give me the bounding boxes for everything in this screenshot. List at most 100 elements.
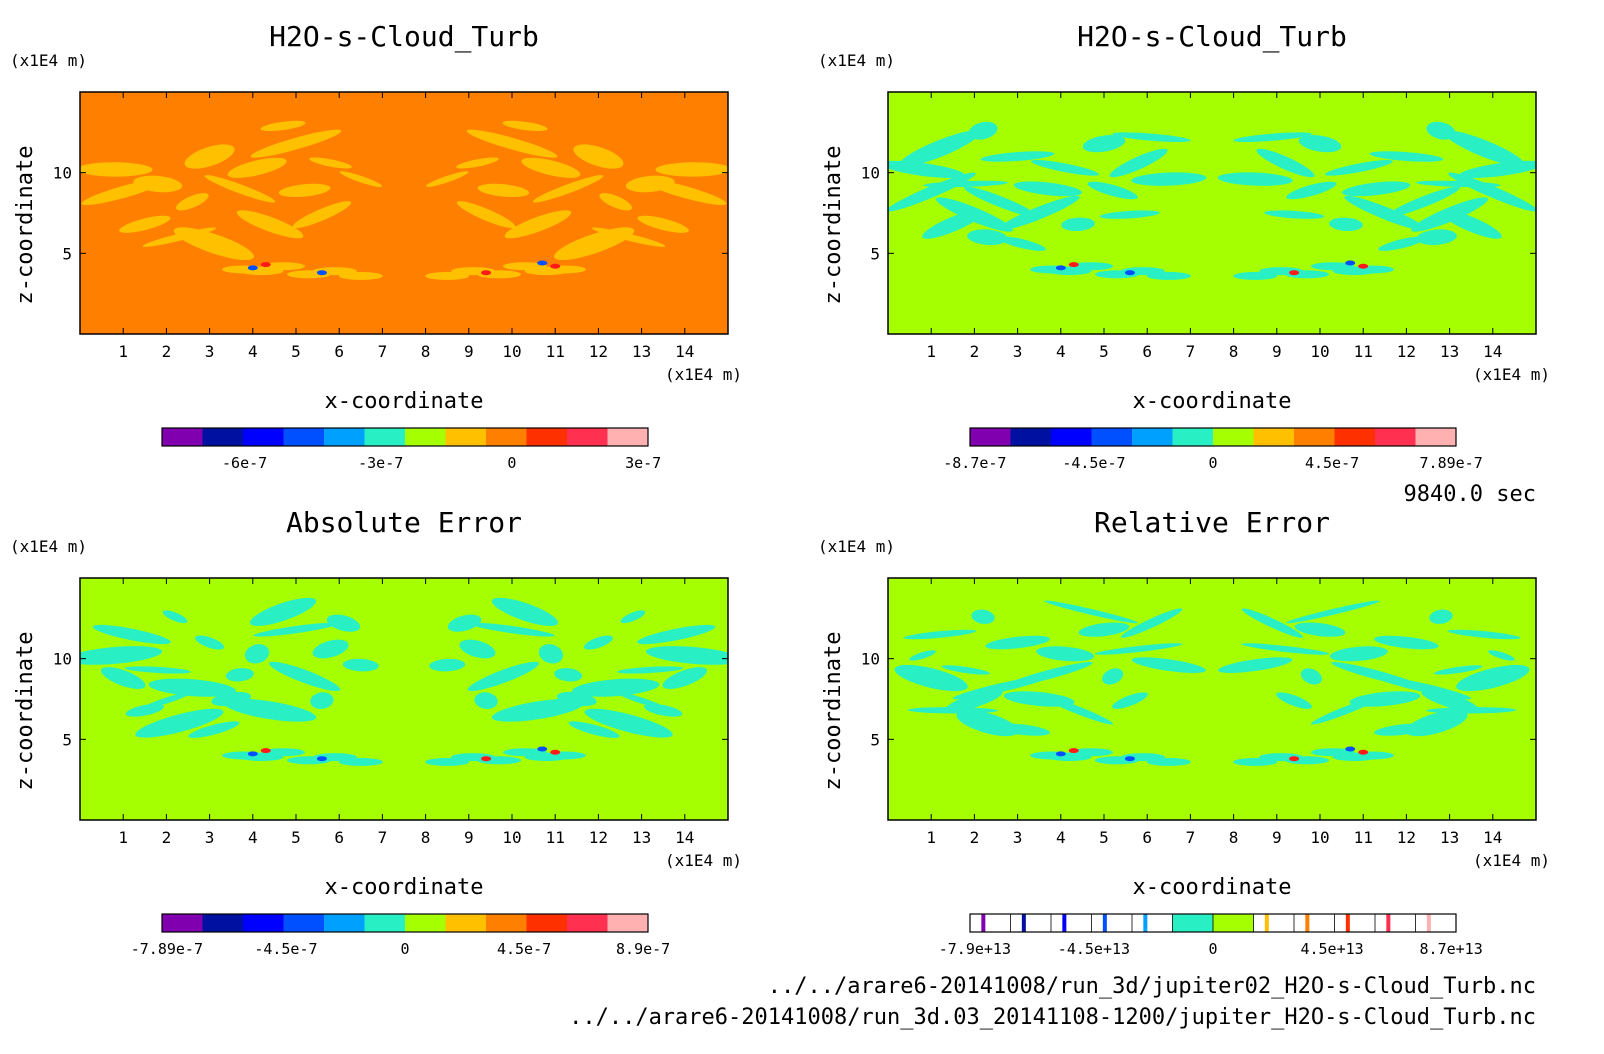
field-patch	[941, 665, 990, 675]
colorbar-frame	[969, 913, 1457, 933]
x-tick-label: 9	[1272, 828, 1282, 847]
x-tick-label: 9	[464, 342, 474, 361]
field-patch	[1120, 608, 1183, 638]
colorbar-tick-label: -4.5e-7	[254, 940, 317, 958]
field-patch	[502, 748, 547, 757]
colorbar-swatch	[1305, 914, 1310, 932]
field-patch	[459, 639, 496, 659]
field-extreme	[316, 270, 327, 276]
field-patch	[250, 129, 342, 158]
colorbar-swatch	[1264, 914, 1269, 932]
colorbar-swatch	[202, 914, 244, 932]
colorbar-swatch	[486, 428, 527, 446]
field-patch	[1331, 662, 1421, 688]
colorbar-frame	[161, 427, 649, 447]
field-patch	[456, 157, 499, 169]
field-extreme	[1358, 263, 1369, 269]
x-tick-label: 3	[1013, 828, 1023, 847]
field-patch	[1369, 151, 1444, 162]
field-patch	[80, 162, 153, 177]
field-extreme	[481, 270, 492, 276]
field-patch	[195, 635, 225, 650]
field-extreme	[550, 749, 561, 755]
colorbar-swatch	[405, 428, 446, 446]
heatmap-field	[894, 600, 1530, 766]
field-patch	[1294, 622, 1346, 637]
field-patch	[538, 644, 564, 664]
field-patch	[946, 689, 1003, 712]
colorbar: -7.89e-7 -4.5e-7 0 4.5e-7 8.9e-7	[131, 913, 670, 958]
field-patch	[655, 162, 728, 177]
field-patch	[269, 661, 341, 692]
field-patch	[466, 129, 558, 158]
field-patch	[1329, 217, 1363, 232]
y-tick-label: 10	[53, 650, 72, 669]
field-patch	[985, 635, 1050, 650]
x-tick-label: 14	[675, 828, 694, 847]
colorbar-swatch	[970, 428, 1011, 446]
field-patch	[1411, 197, 1489, 232]
field-patch	[521, 157, 581, 178]
colorbar-swatch	[1051, 428, 1092, 446]
field-patch	[1387, 186, 1460, 217]
y-tick-label: 5	[870, 730, 880, 749]
y-tick-label: 5	[62, 730, 72, 749]
field-extreme	[260, 262, 271, 268]
heatmap-background	[80, 92, 728, 334]
field-patch	[1030, 751, 1075, 760]
field-patch	[447, 614, 482, 632]
field-patch	[568, 721, 620, 738]
field-patch	[616, 691, 667, 710]
colorbar-frame	[969, 427, 1457, 447]
field-patch	[1061, 217, 1095, 232]
file-path: ../../arare6-20141008/run_3d/jupiter02_H…	[768, 974, 1536, 999]
field-patch	[1233, 757, 1278, 766]
field-patch	[173, 227, 255, 261]
x-tick-label: 8	[1229, 342, 1239, 361]
colorbar-swatch	[1091, 428, 1133, 446]
colorbar-tick-label: 0	[507, 454, 516, 472]
x-tick-label: 3	[205, 828, 215, 847]
x-tick-label: 7	[1186, 342, 1196, 361]
x-tick-label: 8	[421, 342, 431, 361]
y-axis-label: z-coordinate	[821, 146, 846, 305]
field-patch	[236, 210, 304, 239]
colorbar-swatch	[526, 914, 568, 932]
colorbar-swatch	[1253, 428, 1295, 446]
y-tick-label: 5	[62, 244, 72, 263]
field-patch	[1447, 629, 1521, 640]
x-tick-label: 9	[1272, 342, 1282, 361]
chart-panel-2: 1 2 3 4 5 6 7 8 9 10 11 12 13 14510H2O-s-Cloud_Turb(x…	[818, 20, 1550, 472]
chart-panel-1: 1 2 3 4 5 6 7 8 9 10 11 12 13 14510H2O-s-Cloud_Turb(x…	[10, 20, 742, 472]
field-patch	[1131, 172, 1207, 186]
x-unit-label: (x1E4 m)	[1473, 851, 1550, 870]
x-tick-label: 10	[1310, 342, 1329, 361]
colorbar-swatch	[1213, 914, 1254, 932]
colorbar-tick-label: 3e-7	[625, 454, 661, 472]
field-patch	[583, 635, 613, 650]
field-patch	[968, 121, 998, 140]
field-patch	[224, 698, 317, 722]
colorbar-tick-label: -4.5e+13	[1058, 940, 1130, 958]
field-patch	[1256, 148, 1315, 178]
colorbar-swatch	[162, 428, 203, 446]
field-patch	[1349, 265, 1394, 274]
field-patch	[1329, 646, 1388, 662]
field-patch	[1036, 646, 1095, 662]
x-tick-label: 6	[334, 828, 344, 847]
field-patch	[923, 180, 1009, 188]
colorbar-swatch	[364, 428, 406, 446]
x-tick-label: 7	[378, 828, 388, 847]
field-patch	[477, 183, 530, 198]
field-patch	[532, 175, 604, 203]
field-patch	[491, 597, 559, 626]
field-patch	[261, 748, 306, 757]
colorbar-swatch	[364, 914, 406, 932]
field-patch	[292, 201, 352, 229]
field-patch	[998, 236, 1046, 251]
field-patch	[617, 666, 684, 674]
field-patch	[571, 678, 660, 697]
x-tick-label: 4	[248, 828, 258, 847]
field-patch	[162, 610, 188, 624]
